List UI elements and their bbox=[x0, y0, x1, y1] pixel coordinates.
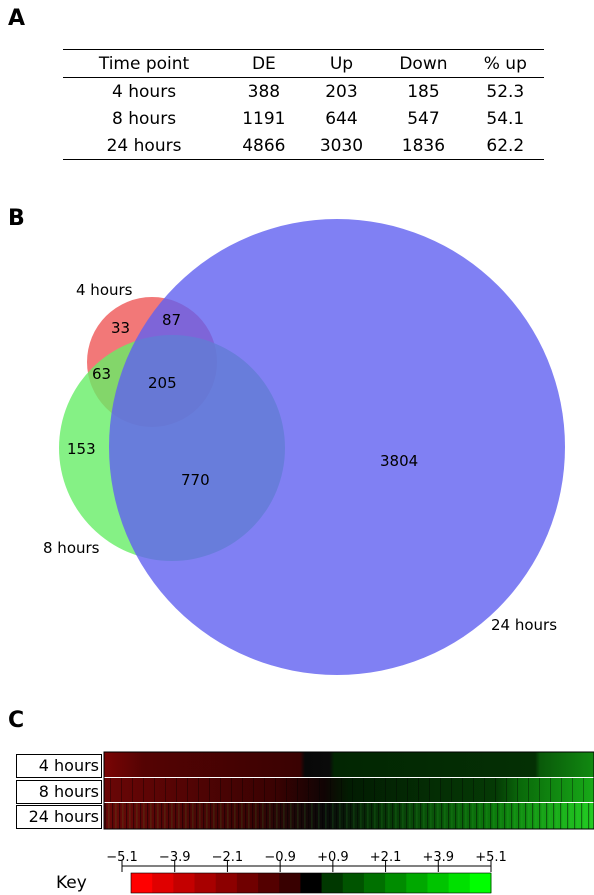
key-tick-label: −0.9 bbox=[264, 850, 296, 865]
heatmap-row-8h bbox=[104, 778, 594, 802]
heatmap-row-24h-texture bbox=[104, 803, 594, 829]
key-swatch bbox=[152, 873, 174, 893]
table-cell: 62.2 bbox=[486, 135, 525, 156]
key-swatch bbox=[258, 873, 280, 893]
panel-label-c: C bbox=[8, 708, 25, 733]
venn-count-8h-24h: 770 bbox=[181, 471, 210, 489]
key-swatch bbox=[406, 873, 428, 893]
key-frame bbox=[130, 872, 492, 894]
key-tick-label: −2.1 bbox=[212, 850, 244, 865]
table-cell: 1836 bbox=[401, 135, 446, 156]
table-cell: 4866 bbox=[242, 135, 286, 156]
heatmap-row-4h bbox=[104, 752, 594, 777]
table-cell: 54.1 bbox=[486, 108, 525, 129]
table-cell: 203 bbox=[325, 81, 358, 102]
key-swatch bbox=[215, 873, 238, 893]
key-tick-label: −5.1 bbox=[106, 850, 138, 865]
venn-label-4h: 4 hours bbox=[76, 281, 133, 299]
key-swatch bbox=[194, 873, 217, 893]
key-swatch bbox=[427, 873, 450, 893]
table-row: 24 hours 4866 3030 1836 62.2 bbox=[63, 132, 544, 160]
venn-count-4h-24h: 87 bbox=[162, 311, 181, 329]
key-swatch bbox=[342, 873, 365, 893]
key-swatch bbox=[469, 873, 492, 893]
table-cell: 388 bbox=[247, 81, 281, 102]
header-percent-up: % up bbox=[483, 53, 527, 74]
heatmap-row-24h bbox=[104, 803, 594, 829]
table-row: 4 hours 388 203 185 52.3 bbox=[63, 78, 544, 106]
venn-count-4h-8h: 63 bbox=[92, 365, 111, 383]
color-key bbox=[130, 872, 492, 894]
header-up: Up bbox=[329, 53, 354, 74]
table-cell: 1191 bbox=[242, 108, 286, 129]
panel-label-a: A bbox=[8, 6, 26, 31]
key-swatch bbox=[363, 873, 386, 893]
table-row: 8 hours 1191 644 547 54.1 bbox=[63, 105, 544, 132]
key-tick-label: +0.9 bbox=[317, 850, 349, 865]
heatmap-row-label-24h: 24 hours bbox=[16, 805, 102, 829]
key-tick-label: +3.9 bbox=[422, 850, 454, 865]
venn-label-24h: 24 hours bbox=[491, 616, 557, 634]
venn-count-only-24h: 3804 bbox=[380, 452, 418, 470]
key-tick-label: +5.1 bbox=[475, 850, 507, 865]
key-tick-label: −3.9 bbox=[159, 850, 191, 865]
heatmap-row-8h-texture bbox=[104, 778, 594, 802]
key-swatch bbox=[131, 873, 153, 893]
key-swatch bbox=[385, 873, 407, 893]
venn-count-only-4h: 33 bbox=[111, 319, 130, 337]
key-tick-label: +2.1 bbox=[370, 850, 402, 865]
table-cell: 3030 bbox=[319, 135, 364, 156]
venn-count-all-three: 205 bbox=[148, 374, 177, 392]
key-swatch bbox=[236, 873, 259, 893]
venn-count-only-8h: 153 bbox=[67, 440, 96, 458]
table-cell: 52.3 bbox=[486, 81, 525, 102]
table-cell: 24 hours bbox=[106, 135, 182, 156]
key-swatch bbox=[448, 873, 471, 893]
header-de: DE bbox=[251, 53, 276, 74]
heatmap-row-label-4h: 4 hours bbox=[16, 754, 102, 778]
key-swatch bbox=[279, 873, 301, 893]
de-summary-table: Time point DE Up Down % up 4 hours 388 2… bbox=[63, 49, 544, 160]
venn-circle-24h bbox=[109, 219, 565, 675]
key-label: Key bbox=[56, 873, 87, 893]
heatmap-frame bbox=[103, 751, 594, 830]
table-cell: 8 hours bbox=[112, 108, 177, 129]
venn-diagram: 4 hours 8 hours 24 hours 33 87 63 205 15… bbox=[43, 219, 565, 675]
panel-label-b: B bbox=[8, 206, 25, 231]
header-time-point: Time point bbox=[98, 53, 190, 74]
table-cell: 547 bbox=[407, 108, 440, 129]
table-header-row: Time point DE Up Down % up bbox=[63, 49, 544, 78]
key-swatch bbox=[300, 873, 323, 893]
table-cell: 4 hours bbox=[112, 81, 177, 102]
key-swatch bbox=[173, 873, 196, 893]
table-cell: 644 bbox=[325, 108, 358, 129]
venn-label-8h: 8 hours bbox=[43, 539, 100, 557]
heatmap-row-label-8h: 8 hours bbox=[16, 780, 102, 804]
table-cell: 185 bbox=[407, 81, 440, 102]
color-key-axis: −5.1 −3.9 −2.1 −0.9 +0.9 +2.1 +3.9 +5.1 bbox=[106, 850, 507, 872]
header-down: Down bbox=[399, 53, 448, 74]
key-swatch bbox=[321, 873, 344, 893]
